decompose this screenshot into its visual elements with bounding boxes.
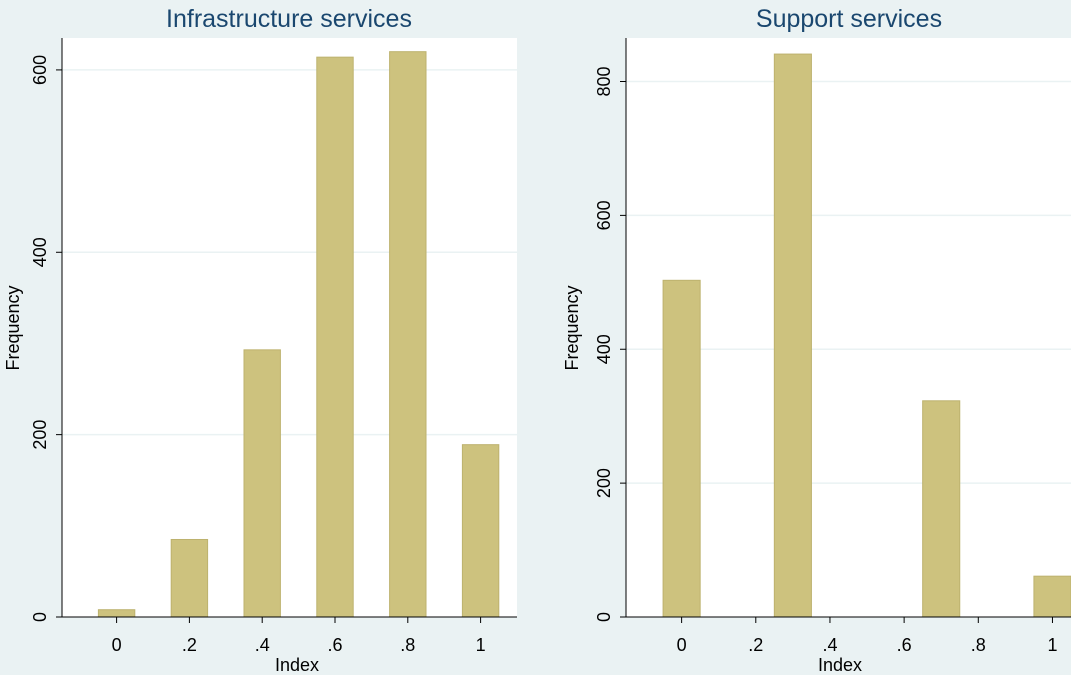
x-axis-label: Index [275,655,319,675]
x-tick-label: .6 [327,635,342,655]
chart-panel-2: 0 200 400 600 800 0 .2 .4 .6 .8 1 Support services I… [562,5,1071,675]
bar [1033,575,1071,618]
x-tick-label: .2 [748,635,763,655]
chart-title: Support services [756,5,942,33]
y-tick-label: 600 [30,55,50,85]
x-tick-label: .4 [255,635,270,655]
y-axis-label: Frequency [562,285,582,370]
y-tick-label: 0 [594,612,614,622]
y-tick-label: 600 [594,200,614,230]
y-tick-label: 400 [30,237,50,267]
x-tick-label: 0 [112,635,122,655]
x-tick-label: .8 [971,635,986,655]
chart-title: Infrastructure services [166,5,412,33]
chart-panel-1: 0 200 400 600 0 .2 .4 .6 .8 1 Infrastructure servi… [3,5,517,675]
bar [97,609,136,618]
bar [316,56,354,618]
bar [922,400,961,618]
bar [662,279,701,618]
x-tick-label: .8 [400,635,415,655]
x-tick-label: 1 [1047,635,1057,655]
x-tick-label: 1 [476,635,486,655]
y-tick-label: 200 [594,468,614,498]
bar [170,538,209,618]
y-tick-label: 800 [594,66,614,96]
bar [389,51,427,618]
x-axis-label: Index [818,655,862,675]
x-tick-label: .6 [897,635,912,655]
bar [773,53,812,618]
bar [243,349,281,618]
x-tick-label: .4 [822,635,837,655]
y-axis-label: Frequency [3,285,23,370]
y-tick-label: 400 [594,334,614,364]
plot-area [62,38,517,617]
y-tick-label: 200 [30,420,50,450]
x-tick-label: 0 [677,635,687,655]
bar [461,444,500,618]
x-tick-label: .2 [182,635,197,655]
y-tick-label: 0 [30,612,50,622]
